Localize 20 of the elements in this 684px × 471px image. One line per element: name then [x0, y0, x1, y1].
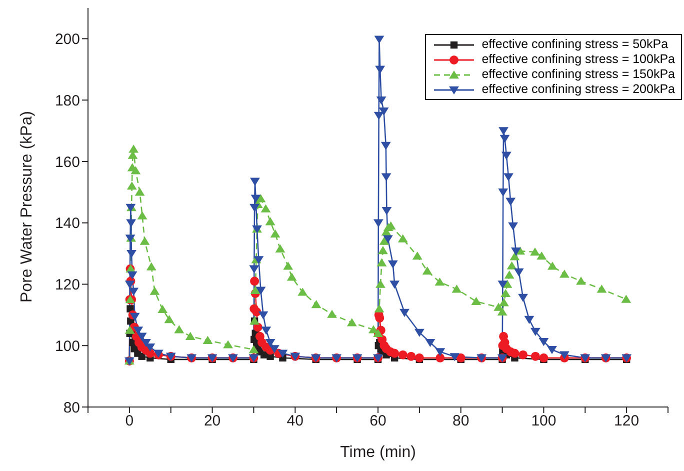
- x-tick-label: 100: [531, 412, 556, 430]
- y-tick-label: 140: [54, 215, 80, 232]
- legend-label: effective confining stress = 200kPa: [482, 82, 675, 97]
- legend-label: effective confining stress = 100kPa: [482, 52, 675, 67]
- x-tick-label: 40: [286, 412, 304, 430]
- y-tick-label: 80: [63, 399, 80, 416]
- legend-label: effective confining stress = 50kPa: [482, 37, 668, 52]
- x-tick-label: 20: [204, 412, 221, 430]
- x-tick-label: 60: [370, 412, 386, 430]
- y-tick-label: 100: [54, 338, 80, 355]
- x-tick-label: 80: [452, 412, 470, 430]
- x-tick-label: 120: [614, 412, 640, 430]
- y-axis-title: Pore Water Pressure (kPa): [18, 111, 36, 302]
- x-axis-title: Time (min): [340, 444, 416, 461]
- x-tick-label: 0: [125, 412, 134, 430]
- legend-label: effective confining stress = 150kPa: [482, 67, 675, 82]
- y-tick-label: 180: [54, 92, 80, 110]
- y-tick-label: 160: [54, 154, 80, 171]
- y-tick-label: 120: [54, 276, 80, 294]
- y-tick-label: 200: [54, 31, 80, 48]
